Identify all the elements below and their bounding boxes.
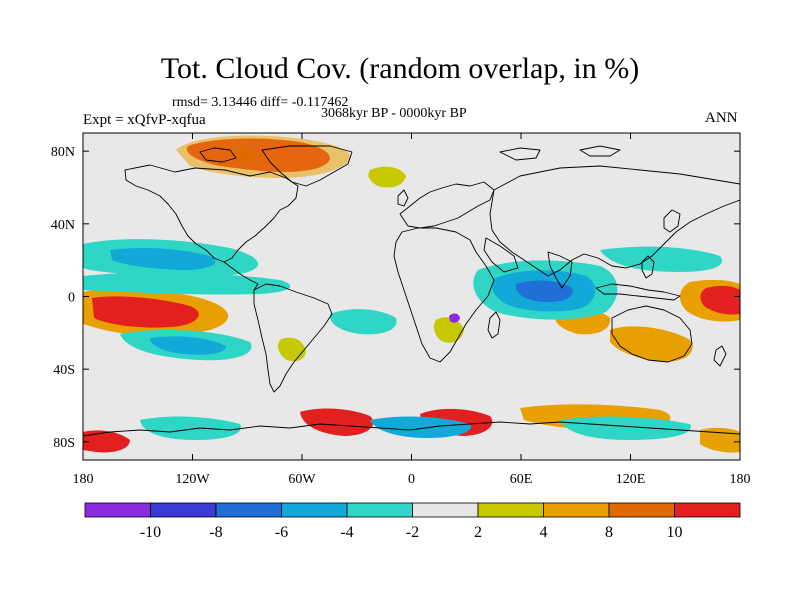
anomaly-indian-ocean-core <box>515 280 573 302</box>
coastline-madagascar <box>487 311 501 339</box>
coastline-asia <box>489 165 740 277</box>
colorbar-swatch <box>412 502 479 518</box>
lon-tick-label: 0 <box>408 472 415 487</box>
coastline-europe <box>399 181 495 229</box>
lon-tick-label: 60W <box>288 472 316 487</box>
colorbar-swatch <box>477 502 544 518</box>
colorbar-swatch <box>281 502 348 518</box>
coastline-japan <box>663 209 681 233</box>
anomaly-antarctic-east <box>700 427 740 453</box>
anomaly-layer <box>83 135 740 453</box>
lat-tick-label: 40S <box>53 363 75 378</box>
lat-tick-label: 80S <box>53 436 75 451</box>
colorbar-label: 10 <box>667 524 683 541</box>
anomaly-pacific-east-tropics <box>600 246 723 272</box>
colorbar-label: 2 <box>474 524 482 541</box>
coastline-arabia <box>483 237 519 273</box>
lat-tick-label: 40N <box>51 218 75 233</box>
coastline-philippines <box>641 255 655 279</box>
experiment-text: Expt = xQfvP-xqfua <box>83 112 206 128</box>
anomaly-central-pacific <box>83 272 291 295</box>
lon-tick-label: 120W <box>175 472 210 487</box>
anomaly-east-africa-dot <box>449 313 460 323</box>
coastline-greenland <box>261 145 353 187</box>
map-plot-area <box>83 133 740 460</box>
coastlines <box>83 145 740 437</box>
colorbar-label: 8 <box>605 524 613 541</box>
anomaly-north-pacific-core <box>110 248 216 270</box>
colorbar-label: -8 <box>209 524 222 541</box>
lon-tick-label: 60E <box>510 472 533 487</box>
colorbar-swatch <box>674 502 741 518</box>
anomaly-west-pacific-core <box>700 285 740 315</box>
colorbar-swatch <box>346 502 413 518</box>
coastline-south-america <box>253 283 333 393</box>
season-text: ANN <box>705 110 738 126</box>
lat-tick-label: 0 <box>68 291 75 306</box>
anomaly-antarctic-coast <box>370 416 472 438</box>
coastline-africa <box>393 227 495 363</box>
colorbar: -10 -8 -6 -4 -2 2 4 8 10 <box>84 502 741 541</box>
anomaly-east-pacific-core <box>92 296 199 328</box>
colorbar-swatch <box>608 502 675 518</box>
lon-tick-label: 180 <box>73 472 94 487</box>
coastline-british-isles <box>397 189 409 207</box>
colorbar-label: -6 <box>275 524 288 541</box>
coastline-australia <box>611 305 693 363</box>
colorbar-label: -4 <box>340 524 353 541</box>
coastline-north-america <box>124 164 299 263</box>
colorbar-label: -10 <box>140 524 161 541</box>
anomaly-southern-ocean-1 <box>300 408 374 436</box>
anomaly-south-pacific-core <box>150 336 226 355</box>
coastline-antarctica <box>83 421 740 437</box>
anomaly-north-atlantic <box>368 166 406 188</box>
period-text: 3068kyr BP - 0000kyr BP <box>321 106 467 121</box>
anomaly-antarctic-ross <box>560 416 691 440</box>
colorbar-swatch <box>215 502 282 518</box>
lon-tick-label: 120E <box>616 472 646 487</box>
colorbar-swatch <box>543 502 610 518</box>
coastline-new-zealand <box>713 345 727 367</box>
anomaly-weddell <box>140 416 242 440</box>
colorbar-swatch <box>84 502 151 518</box>
anomaly-africa-south <box>433 317 464 343</box>
lat-tick-label: 80N <box>51 145 75 160</box>
colorbar-label: -2 <box>406 524 419 541</box>
colorbar-label: 4 <box>540 524 548 541</box>
map-axes: 180 120W 60W 0 60E 120E 180 80N 40N 0 40S 80S <box>51 133 751 487</box>
anomaly-south-atlantic <box>329 309 397 335</box>
coastline-india <box>547 251 573 289</box>
lon-tick-label: 180 <box>730 472 751 487</box>
anomaly-antarctic-west <box>83 430 130 453</box>
coastline-arctic-islands <box>199 145 621 163</box>
colorbar-swatch <box>150 502 217 518</box>
rmsd-diff-text: rmsd= 3.13446 diff= -0.117462 <box>172 95 349 110</box>
anomaly-arctic-canada <box>230 148 256 163</box>
page-title: Tot. Cloud Cov. (random overlap, in %) <box>160 52 640 85</box>
coastline-indonesia <box>595 283 681 301</box>
coastline-central-america <box>223 261 259 291</box>
